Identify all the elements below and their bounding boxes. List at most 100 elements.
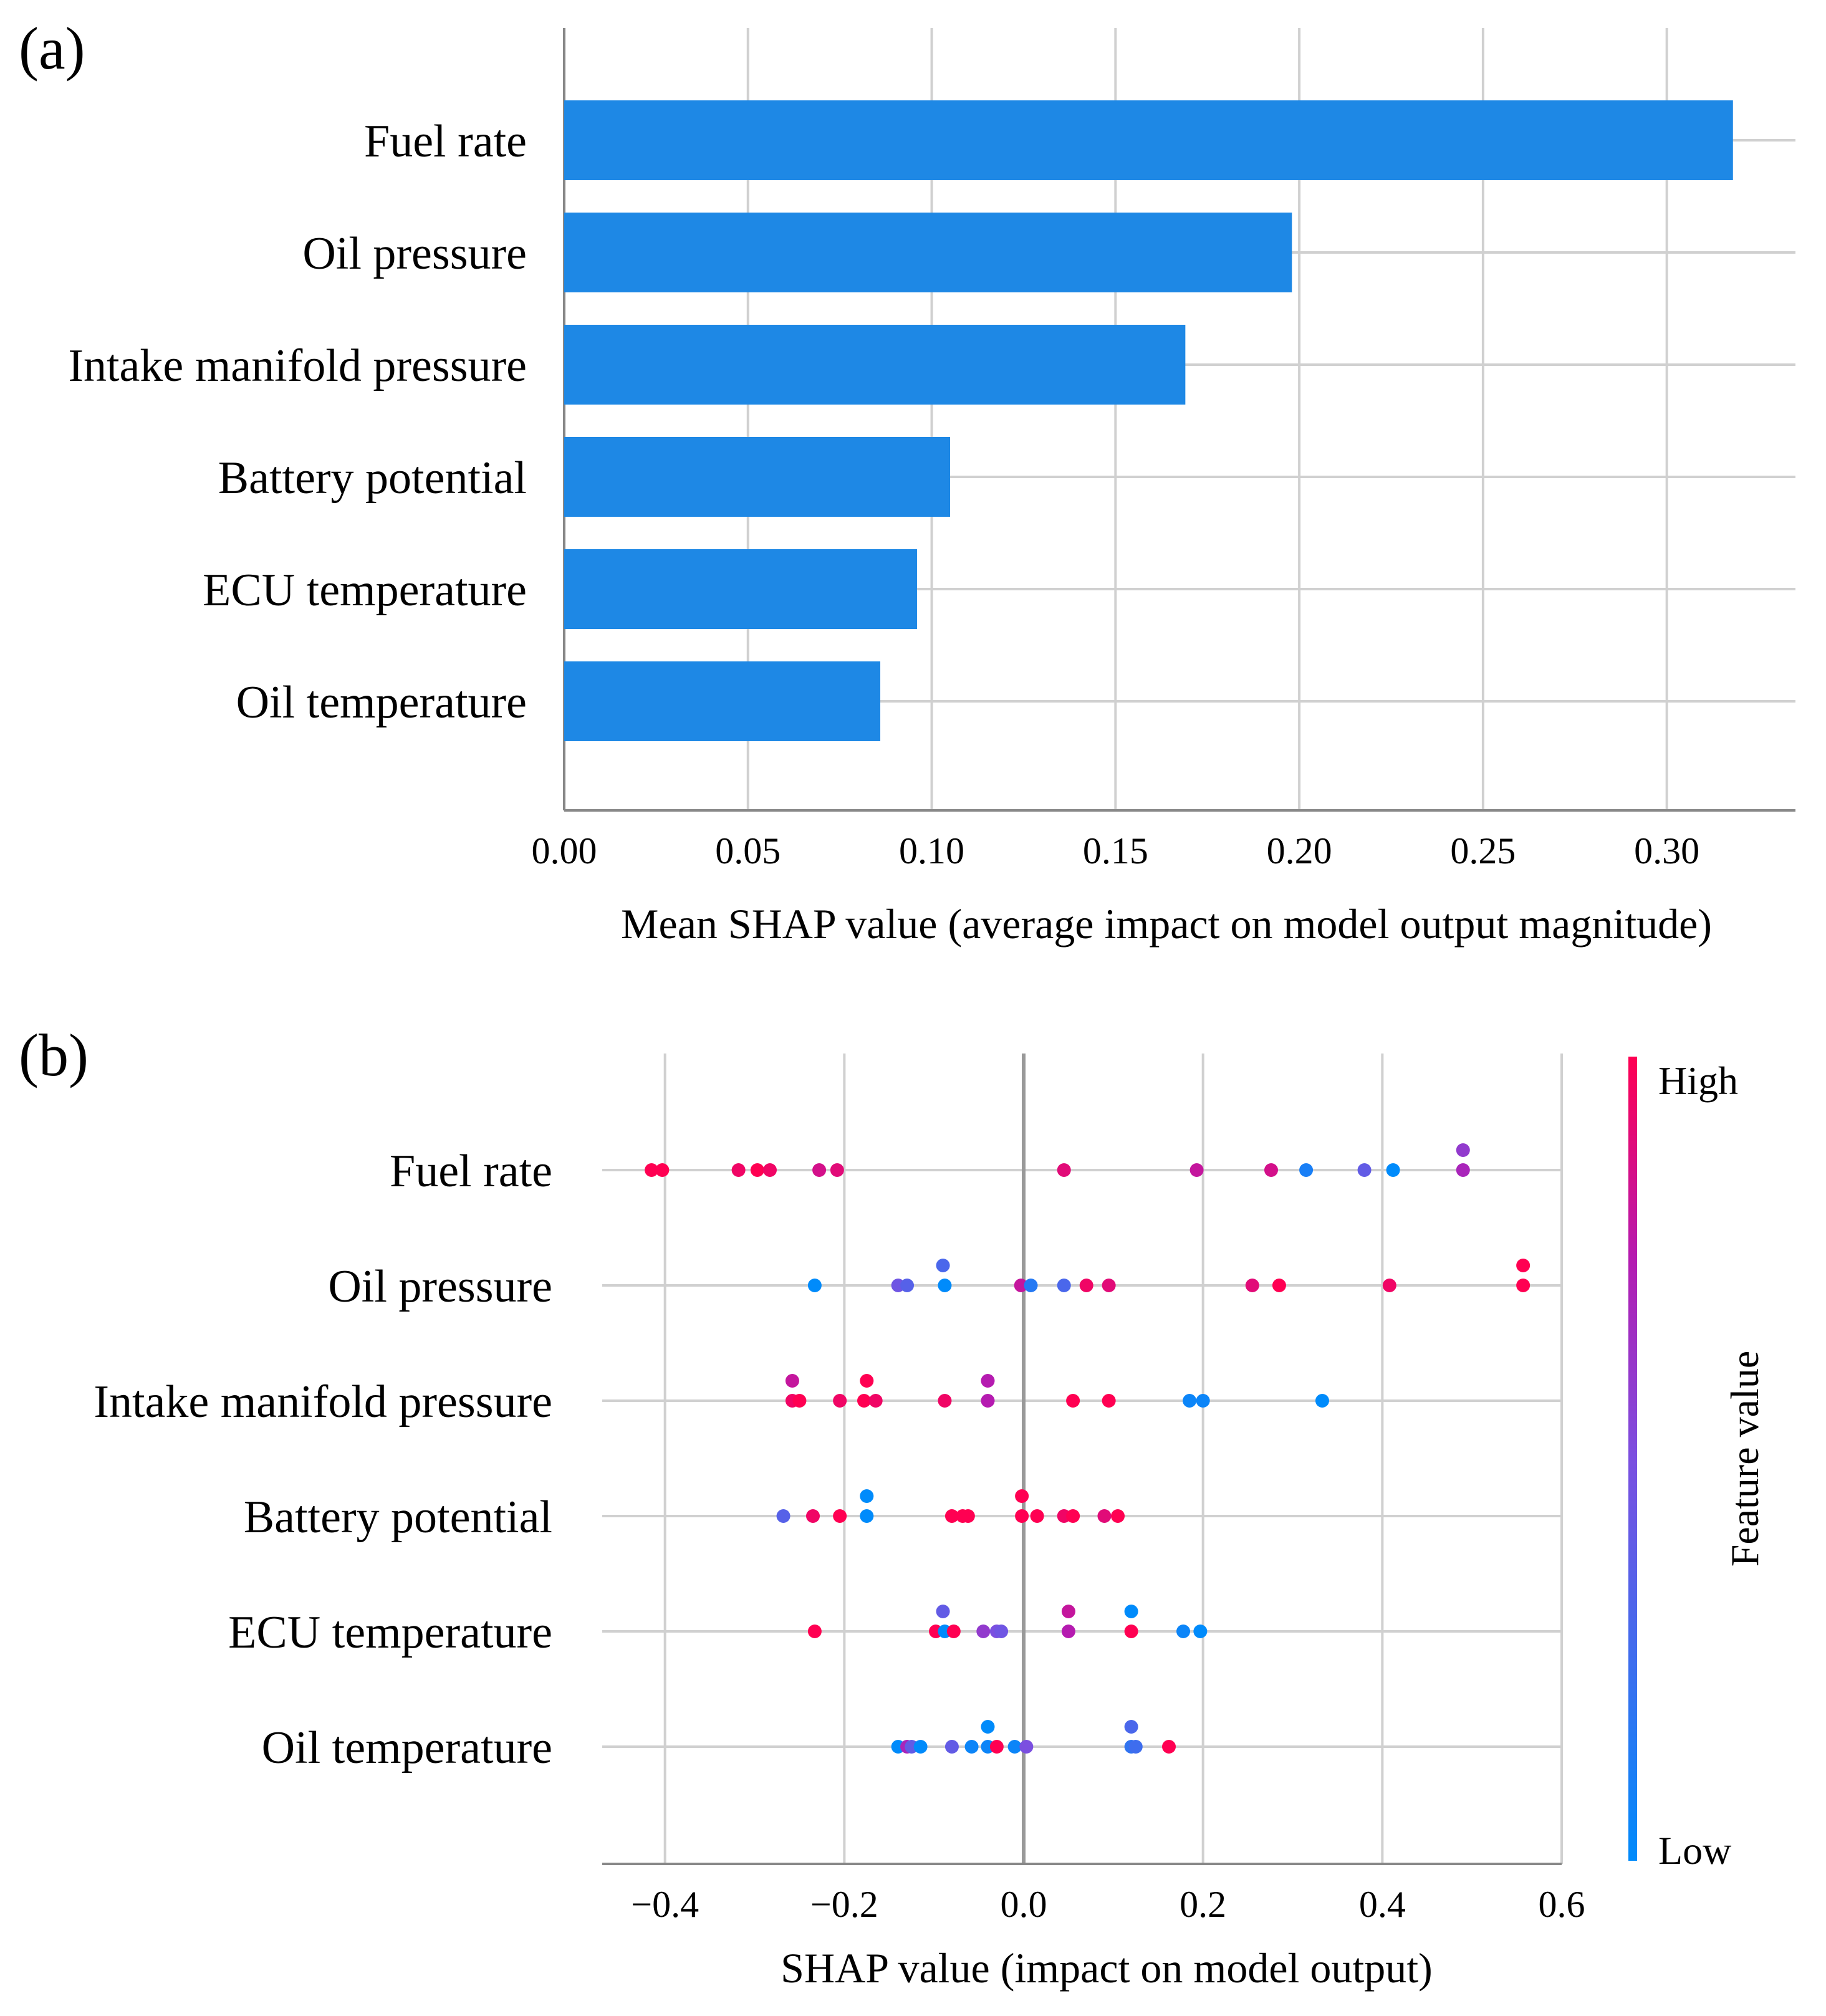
panel-b-feature-label: ECU temperature xyxy=(228,1607,552,1658)
panel-a-x-axis-label: Mean SHAP value (average impact on model… xyxy=(621,900,1712,948)
panel-a-feature-label: Fuel rate xyxy=(364,116,527,167)
shap-point xyxy=(1128,1740,1143,1754)
shap-point xyxy=(1516,1279,1530,1292)
panel-b-points xyxy=(645,1143,1530,1754)
shap-point xyxy=(1066,1394,1080,1408)
shap-point xyxy=(1264,1163,1278,1177)
shap-point xyxy=(1061,1625,1075,1638)
panel-a-x-tick-label: 0.20 xyxy=(1267,830,1332,871)
shap-point xyxy=(830,1163,844,1177)
shap-point xyxy=(1124,1605,1138,1618)
panel-a-x-tick-label: 0.25 xyxy=(1450,830,1516,871)
shap-point xyxy=(860,1374,874,1388)
shap-point xyxy=(812,1163,827,1177)
shap-point xyxy=(976,1625,991,1638)
panel-a-feature-label: Intake manifold pressure xyxy=(68,340,527,391)
shap-point xyxy=(833,1394,847,1408)
shap-point xyxy=(1299,1163,1314,1177)
shap-point xyxy=(868,1394,883,1408)
shap-point xyxy=(994,1625,1009,1638)
colorbar-high-label: High xyxy=(1658,1058,1738,1103)
shap-point xyxy=(981,1720,995,1734)
panel-a-x-tick-label: 0.05 xyxy=(715,830,781,871)
panel-b-x-ticks: −0.4 −0.2 0.0 0.2 0.4 0.6 xyxy=(631,1884,1585,1925)
shap-point xyxy=(1015,1489,1029,1503)
shap-point xyxy=(944,1740,959,1754)
panel-b-label: (b) xyxy=(19,1022,89,1088)
panel-b-beeswarm-chart: (b) Fuel rate Oil pressure Intake manifold… xyxy=(19,1022,1767,1992)
panel-a-feature-label: ECU temperature xyxy=(203,565,527,616)
panel-b-feature-label: Battery potential xyxy=(244,1492,552,1543)
shap-point xyxy=(981,1374,995,1388)
shap-point xyxy=(900,1279,915,1292)
shap-point xyxy=(989,1740,1004,1754)
shap-point xyxy=(913,1740,928,1754)
panel-b-x-tick-label: −0.4 xyxy=(631,1884,699,1925)
shap-point xyxy=(1111,1509,1125,1523)
panel-b-x-tick-label: 0.2 xyxy=(1180,1884,1226,1925)
shap-point xyxy=(1015,1509,1029,1523)
shap-point xyxy=(964,1740,979,1754)
shap-point xyxy=(785,1374,799,1388)
panel-b-x-tick-label: 0.6 xyxy=(1539,1884,1585,1925)
shap-point xyxy=(1124,1720,1138,1734)
shap-point xyxy=(1102,1394,1116,1408)
shap-point xyxy=(1097,1509,1112,1523)
bar-fuel-rate xyxy=(564,100,1733,180)
panel-a-feature-label: Battery potential xyxy=(218,453,527,504)
shap-point xyxy=(936,1259,950,1272)
panel-a-x-tick-label: 0.10 xyxy=(899,830,964,871)
bar-ecu-temperature xyxy=(564,549,917,629)
panel-a-feature-label: Oil pressure xyxy=(302,228,527,279)
shap-point xyxy=(1024,1279,1038,1292)
shap-point xyxy=(1196,1394,1210,1408)
panel-b-feature-label: Fuel rate xyxy=(390,1146,552,1197)
shap-point xyxy=(731,1163,746,1177)
shap-point xyxy=(1193,1625,1208,1638)
shap-point xyxy=(806,1509,820,1523)
shap-point xyxy=(860,1509,874,1523)
panel-b-x-axis-label: SHAP value (impact on model output) xyxy=(781,1944,1433,1992)
shap-point xyxy=(946,1625,961,1638)
shap-point xyxy=(938,1279,952,1292)
shap-point xyxy=(1030,1509,1044,1523)
shap-point xyxy=(655,1163,670,1177)
shap-point xyxy=(792,1394,807,1408)
bar-oil-pressure xyxy=(564,213,1292,292)
shap-point xyxy=(807,1279,822,1292)
shap-point xyxy=(776,1509,790,1523)
panel-b-feature-label: Intake manifold pressure xyxy=(94,1376,552,1428)
bar-oil-temperature xyxy=(564,661,881,741)
panel-b-feature-label: Oil temperature xyxy=(262,1722,552,1774)
shap-point xyxy=(1007,1740,1022,1754)
shap-point xyxy=(944,1509,959,1523)
panel-b-gridlines xyxy=(602,1054,1563,1865)
colorbar-low-label: Low xyxy=(1658,1828,1731,1873)
shap-point xyxy=(1183,1394,1197,1408)
shap-point xyxy=(860,1489,874,1503)
shap-point xyxy=(1386,1163,1400,1177)
shap-point xyxy=(1057,1163,1071,1177)
shap-point xyxy=(807,1625,822,1638)
panel-a-feature-label: Oil temperature xyxy=(236,677,527,728)
shap-point xyxy=(645,1163,659,1177)
panel-a-x-ticks: 0.00 0.05 0.10 0.15 0.20 0.25 0.30 xyxy=(532,830,1700,871)
shap-point xyxy=(1079,1279,1093,1292)
shap-point xyxy=(1066,1509,1080,1523)
panel-a-bar-chart: (a) Fuel rate Oil pressure Intake manifold… xyxy=(19,15,1795,948)
shap-point xyxy=(1102,1279,1116,1292)
panel-b-feature-labels: Fuel rate Oil pressure Intake manifold pre… xyxy=(94,1146,552,1774)
shap-point xyxy=(762,1163,777,1177)
panel-b-x-tick-label: −0.2 xyxy=(810,1884,878,1925)
shap-point xyxy=(833,1509,847,1523)
panel-b-x-tick-label: 0.0 xyxy=(1001,1884,1047,1925)
panel-b-x-tick-label: 0.4 xyxy=(1359,1884,1406,1925)
bar-battery-potential xyxy=(564,437,951,517)
shap-point xyxy=(1382,1279,1396,1292)
shap-point xyxy=(1456,1163,1470,1177)
shap-point xyxy=(936,1605,950,1618)
panel-a-bars xyxy=(564,100,1733,741)
panel-a-x-tick-label: 0.00 xyxy=(532,830,597,871)
shap-point xyxy=(1315,1394,1329,1408)
